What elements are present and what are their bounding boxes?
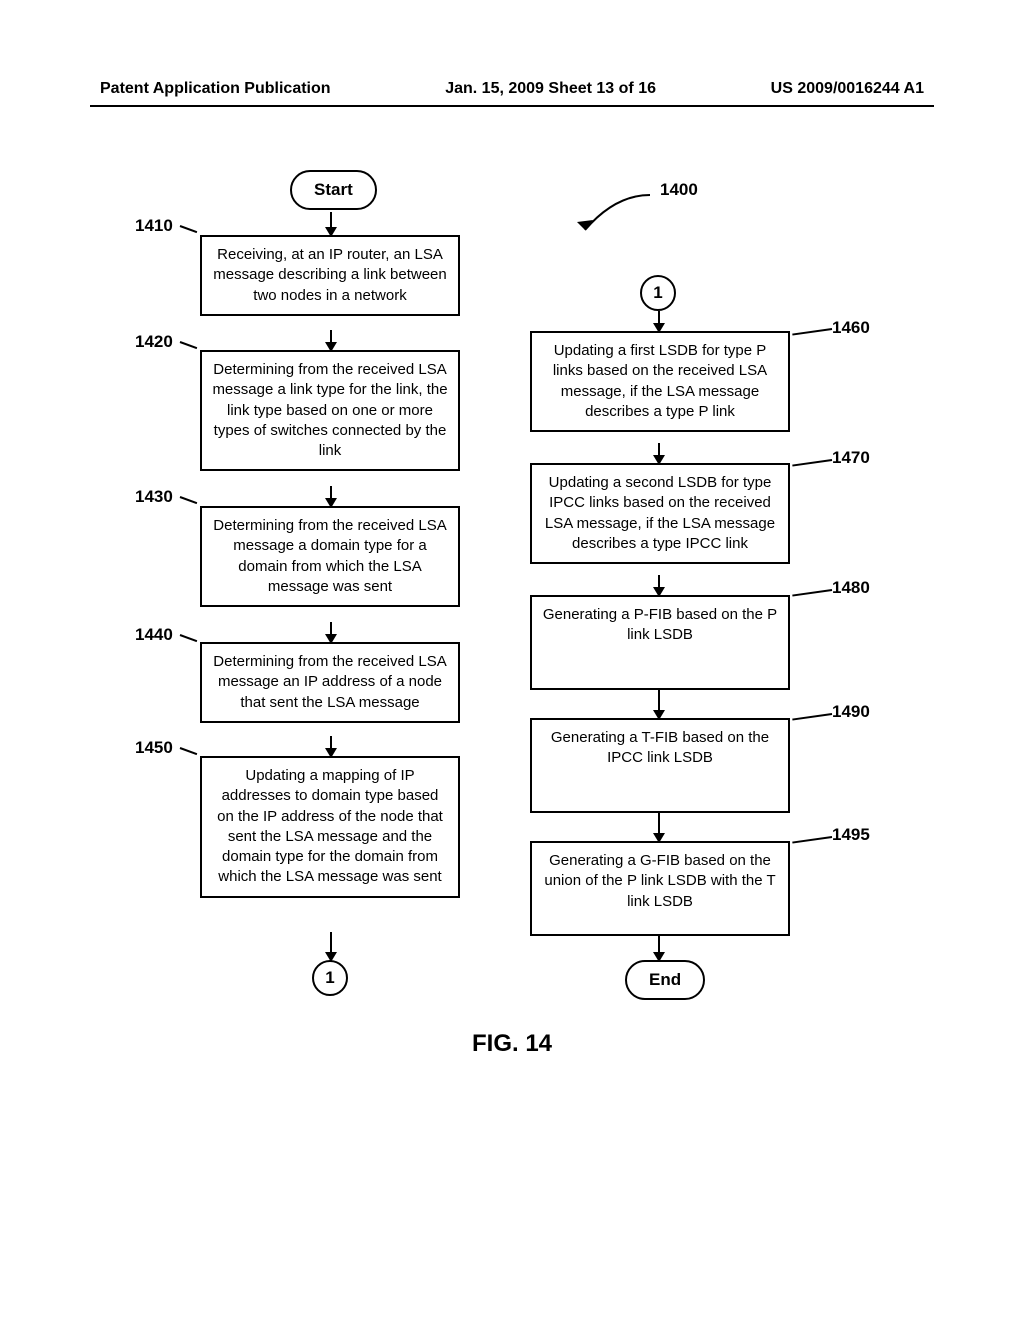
arrow <box>658 575 660 595</box>
leader-hook <box>180 747 198 755</box>
leader-hook <box>180 496 198 504</box>
process-1495: Generating a G-FIB based on the union of… <box>530 841 790 936</box>
leader-line <box>792 328 832 336</box>
arrow <box>330 486 332 506</box>
process-1420: Determining from the received LSA messag… <box>200 350 460 471</box>
process-1490: Generating a T-FIB based on the IPCC lin… <box>530 718 790 813</box>
arrow <box>330 932 332 960</box>
leader-hook <box>180 634 198 642</box>
arrow <box>658 443 660 463</box>
end-terminal: End <box>625 960 705 1000</box>
label-1440: 1440 <box>135 625 173 645</box>
leader-hook <box>180 341 198 349</box>
process-1450: Updating a mapping of IP addresses to do… <box>200 756 460 898</box>
arrow <box>330 622 332 642</box>
label-1430: 1430 <box>135 487 173 507</box>
header-right: US 2009/0016244 A1 <box>771 80 924 98</box>
connector-1-bottom: 1 <box>312 960 348 996</box>
label-1450: 1450 <box>135 738 173 758</box>
process-1460: Updating a first LSDB for type P links b… <box>530 331 790 432</box>
leader-line <box>792 836 832 844</box>
leader-line <box>792 713 832 721</box>
leader-hook <box>180 225 198 233</box>
header-middle: Jan. 15, 2009 Sheet 13 of 16 <box>445 80 656 98</box>
arrow <box>330 736 332 756</box>
start-terminal: Start <box>290 170 377 210</box>
header-left: Patent Application Publication <box>100 80 331 98</box>
process-1470: Updating a second LSDB for type IPCC lin… <box>530 463 790 564</box>
label-1460: 1460 <box>832 318 870 338</box>
arrow <box>658 690 660 718</box>
process-1480: Generating a P-FIB based on the P link L… <box>530 595 790 690</box>
page-header: Patent Application Publication Jan. 15, … <box>0 80 1024 98</box>
label-1480: 1480 <box>832 578 870 598</box>
leader-line <box>792 589 832 597</box>
arrow <box>330 212 332 235</box>
process-1440: Determining from the received LSA messag… <box>200 642 460 723</box>
header-divider <box>90 105 934 107</box>
ref-1400: 1400 <box>660 180 698 200</box>
process-1430: Determining from the received LSA messag… <box>200 506 460 607</box>
arrow <box>658 311 660 331</box>
arrow <box>658 813 660 841</box>
label-1420: 1420 <box>135 332 173 352</box>
arrow <box>658 936 660 960</box>
label-1490: 1490 <box>832 702 870 722</box>
figure-label: FIG. 14 <box>0 1030 1024 1058</box>
label-1495: 1495 <box>832 825 870 845</box>
label-1410: 1410 <box>135 216 173 236</box>
curve-arrow-icon <box>565 190 655 250</box>
label-1470: 1470 <box>832 448 870 468</box>
connector-1-top: 1 <box>640 275 676 311</box>
arrow <box>330 330 332 350</box>
leader-line <box>792 459 832 467</box>
process-1410: Receiving, at an IP router, an LSA messa… <box>200 235 460 316</box>
